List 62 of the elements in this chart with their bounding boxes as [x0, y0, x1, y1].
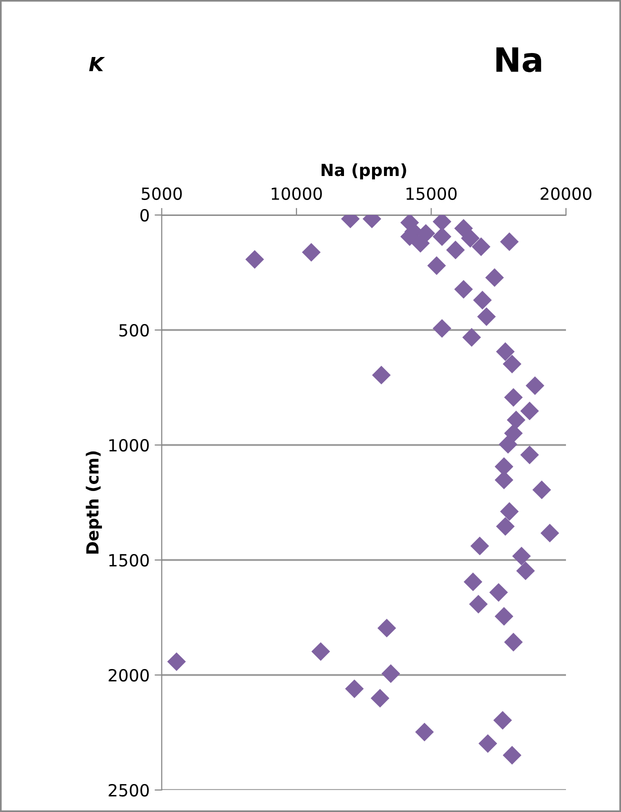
point	[473, 291, 492, 310]
y-tick-label: 1000	[109, 438, 149, 452]
point	[167, 652, 186, 671]
point	[500, 232, 518, 251]
chart-title: Na	[496, 47, 542, 72]
point	[498, 435, 518, 454]
point	[520, 446, 539, 464]
point	[472, 238, 490, 256]
y-tick-label: 500	[119, 324, 149, 337]
point	[532, 480, 551, 499]
point	[486, 268, 504, 287]
point	[500, 502, 518, 521]
x-tick-label: 10000	[272, 187, 322, 200]
x-tick-label: 20000	[540, 187, 592, 200]
point	[504, 633, 522, 652]
point	[372, 366, 390, 384]
point	[345, 680, 364, 698]
point	[454, 280, 473, 298]
point	[477, 308, 496, 326]
point	[503, 746, 522, 764]
y-axis-title: Depth (cm)	[86, 451, 102, 554]
point	[512, 547, 531, 566]
y-tick-label: 2000	[108, 668, 149, 682]
point	[428, 256, 446, 275]
point	[504, 424, 522, 442]
point	[432, 228, 452, 246]
point	[520, 402, 539, 420]
point	[464, 572, 482, 591]
point	[516, 562, 535, 580]
point	[415, 722, 434, 742]
point	[503, 355, 522, 374]
point	[432, 215, 452, 231]
y-tick-label: 1500	[109, 554, 149, 567]
point	[446, 240, 465, 260]
point	[540, 524, 559, 542]
y-tick-label: 2500	[108, 784, 149, 797]
point	[494, 711, 512, 730]
point	[496, 517, 514, 536]
point	[494, 607, 514, 626]
x-axis-title: Na (ppm)	[322, 163, 406, 180]
point	[478, 734, 497, 753]
x-tick-label: 15000	[406, 187, 457, 200]
point	[370, 689, 390, 708]
point	[469, 595, 488, 614]
point	[526, 376, 544, 395]
point	[382, 664, 400, 683]
point	[461, 229, 480, 248]
point	[432, 319, 452, 338]
point	[496, 342, 514, 361]
point	[507, 410, 526, 429]
point	[504, 388, 522, 406]
point	[302, 243, 320, 262]
point	[454, 219, 473, 238]
y-tick-label: 0	[140, 208, 149, 222]
point	[246, 250, 264, 268]
point	[312, 642, 330, 661]
point	[462, 328, 481, 346]
x-tick-label: 5000	[142, 187, 182, 200]
point	[490, 583, 508, 602]
point	[378, 619, 396, 638]
point	[470, 536, 489, 556]
text: K	[89, 56, 105, 72]
